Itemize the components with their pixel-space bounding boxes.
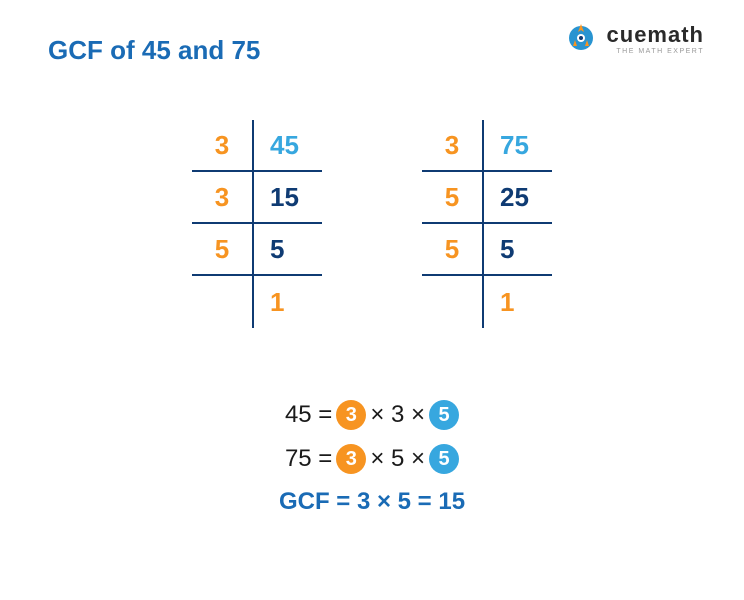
divisor-cell: 5 (192, 224, 252, 276)
value-cell: 5 (482, 224, 552, 276)
rocket-icon (563, 20, 599, 56)
table-row: 3 75 (422, 120, 552, 172)
factorization-75: 75 = 3 × 5 × 5 (285, 444, 459, 474)
divisor-cell: 3 (192, 172, 252, 224)
value-cell: 25 (482, 172, 552, 224)
value-cell: 15 (252, 172, 322, 224)
eq-text: × 5 × (370, 445, 425, 473)
eq-text: 75 = (285, 445, 332, 473)
table-row: 5 25 (422, 172, 552, 224)
table-row: 5 5 (192, 224, 322, 276)
logo-brand-name: cuemath (607, 22, 704, 48)
table-row: 1 (422, 276, 552, 328)
brand-logo: cuemath THE MATH EXPERT (563, 20, 704, 56)
divisor-cell: 3 (192, 120, 252, 172)
page-title: GCF of 45 and 75 (48, 35, 260, 66)
gcf-result: GCF = 3 × 5 = 15 (279, 488, 465, 516)
value-cell: 1 (482, 276, 552, 328)
value-cell: 75 (482, 120, 552, 172)
circled-factor: 3 (336, 400, 366, 430)
eq-text: 45 = (285, 401, 332, 429)
logo-text: cuemath THE MATH EXPERT (607, 22, 704, 55)
value-cell: 1 (252, 276, 322, 328)
divisor-cell: 3 (422, 120, 482, 172)
circled-factor: 5 (429, 400, 459, 430)
factorization-45: 45 = 3 × 3 × 5 (285, 400, 459, 430)
divisor-cell (422, 276, 482, 328)
division-table-45: 3 45 3 15 5 5 1 (192, 120, 322, 328)
table-row: 3 15 (192, 172, 322, 224)
logo-tagline: THE MATH EXPERT (607, 48, 704, 55)
divisor-cell (192, 276, 252, 328)
table-row: 1 (192, 276, 322, 328)
circled-factor: 5 (429, 444, 459, 474)
division-tables: 3 45 3 15 5 5 1 3 75 5 25 5 5 1 (0, 120, 744, 328)
equations-block: 45 = 3 × 3 × 5 75 = 3 × 5 × 5 GCF = 3 × … (0, 400, 744, 516)
value-cell: 5 (252, 224, 322, 276)
value-cell: 45 (252, 120, 322, 172)
division-table-75: 3 75 5 25 5 5 1 (422, 120, 552, 328)
circled-factor: 3 (336, 444, 366, 474)
table-row: 3 45 (192, 120, 322, 172)
eq-text: × 3 × (370, 401, 425, 429)
divisor-cell: 5 (422, 224, 482, 276)
divisor-cell: 5 (422, 172, 482, 224)
table-row: 5 5 (422, 224, 552, 276)
